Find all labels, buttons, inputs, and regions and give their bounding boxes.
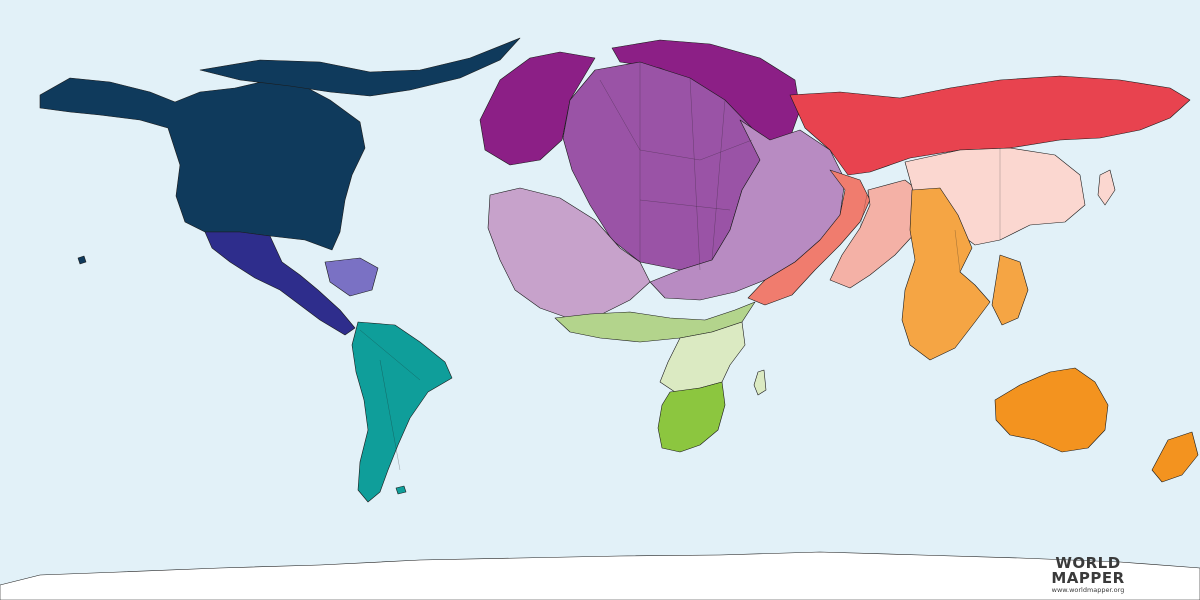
internal-borders: [359, 62, 1001, 471]
region-new-zealand: [1151, 431, 1199, 483]
worldmapper-logo: WORLD MAPPER www.worldmapper.org: [1040, 556, 1136, 594]
logo-url: www.worldmapper.org: [1051, 586, 1125, 594]
region-antarctica: [0, 551, 1200, 600]
region-central-america: [204, 231, 356, 336]
region-hawaii: [77, 255, 87, 265]
region-madagascar: [753, 369, 767, 396]
region-sahel: [554, 301, 756, 343]
region-south-america: [351, 321, 453, 503]
region-north-america: [39, 77, 366, 251]
region-japan: [1097, 169, 1116, 206]
region-caribbean: [324, 257, 379, 297]
region-canadian-arctic: [199, 37, 521, 97]
region-central-asia: [747, 169, 871, 306]
region-russia: [789, 75, 1191, 176]
logo-line-1: WORLD: [1055, 554, 1121, 572]
region-southern-africa: [657, 381, 726, 453]
region-australia: [994, 367, 1109, 453]
region-falklands: [395, 485, 407, 495]
region-philippines: [991, 254, 1029, 326]
region-north-africa: [487, 187, 651, 319]
region-southeast-asia: [901, 187, 991, 361]
logo-line-2: MAPPER: [1051, 569, 1125, 587]
